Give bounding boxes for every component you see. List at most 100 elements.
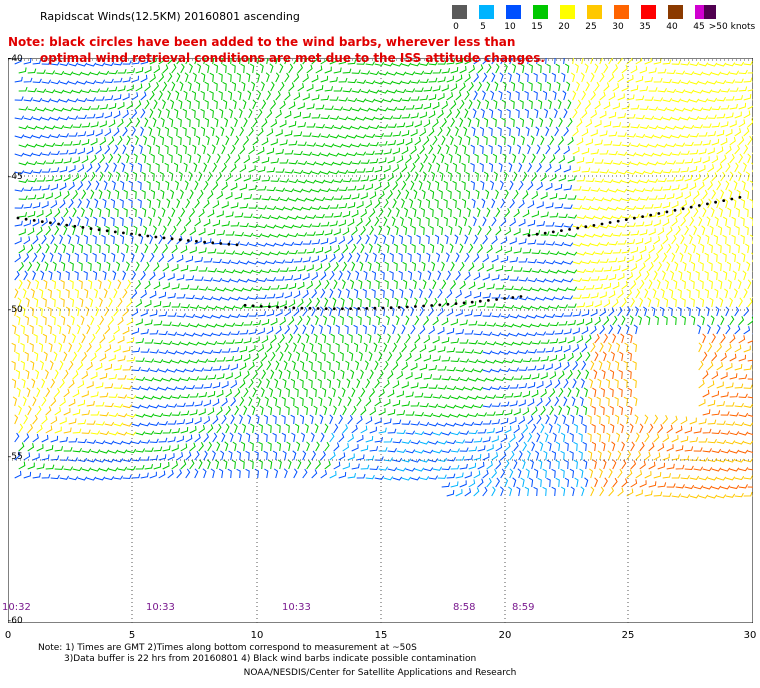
wind-barb bbox=[276, 441, 282, 452]
wind-barb bbox=[221, 162, 227, 173]
wind-barb bbox=[491, 452, 499, 461]
wind-barb bbox=[401, 80, 412, 85]
wind-barb bbox=[360, 142, 371, 147]
wind-barb bbox=[477, 225, 482, 236]
wind-barb bbox=[135, 413, 146, 418]
wind-barb bbox=[33, 297, 39, 308]
wind-barb bbox=[105, 225, 110, 236]
wind-barb bbox=[86, 361, 93, 371]
wind-barb bbox=[150, 171, 155, 182]
wind-barb bbox=[234, 212, 244, 218]
wind-barb bbox=[86, 146, 94, 155]
wind-barb bbox=[47, 288, 52, 299]
wind-barb bbox=[149, 271, 156, 281]
wind-barb bbox=[684, 484, 695, 490]
wind-barb bbox=[653, 186, 663, 191]
wind-barb bbox=[612, 232, 622, 237]
wind-barb bbox=[245, 468, 250, 479]
wind-barb bbox=[729, 449, 740, 454]
wind-barb bbox=[495, 393, 505, 399]
wind-barb bbox=[630, 143, 641, 148]
wind-barb bbox=[661, 270, 666, 281]
wind-barb bbox=[671, 252, 676, 263]
wind-barb bbox=[61, 333, 67, 344]
wind-barb bbox=[576, 335, 584, 344]
lat-label-45: -45 bbox=[8, 172, 23, 182]
wind-barb bbox=[707, 198, 712, 209]
wind-barb bbox=[108, 297, 113, 308]
wind-barb bbox=[95, 421, 105, 426]
wind-barb bbox=[209, 72, 214, 83]
wind-barb bbox=[644, 414, 649, 425]
wind-barb bbox=[287, 459, 292, 470]
wind-barb bbox=[394, 225, 399, 236]
wind-barb bbox=[148, 126, 153, 137]
wind-barb bbox=[457, 135, 463, 146]
wind-barb bbox=[144, 280, 151, 290]
wind-barb bbox=[158, 253, 165, 263]
wind-barb bbox=[627, 369, 632, 380]
wind-barb bbox=[359, 261, 364, 272]
wind-barb bbox=[716, 130, 725, 137]
wind-barb bbox=[545, 347, 554, 353]
wind-barb bbox=[216, 191, 224, 200]
wind-barb bbox=[333, 143, 344, 148]
wind-barb bbox=[673, 279, 678, 290]
wind-barb bbox=[497, 144, 502, 155]
wind-barb bbox=[725, 129, 733, 137]
wind-barb bbox=[149, 108, 154, 119]
wind-barb bbox=[666, 424, 673, 434]
wind-barb bbox=[27, 161, 38, 166]
wind-barb bbox=[243, 370, 250, 380]
wind-barb bbox=[351, 160, 362, 165]
wind-barb bbox=[399, 216, 404, 227]
wind-barb bbox=[518, 366, 528, 371]
wind-barb bbox=[574, 405, 579, 416]
wind-barb bbox=[18, 67, 27, 74]
wind-barb bbox=[365, 234, 370, 245]
wind-barb bbox=[501, 117, 506, 128]
wind-barb bbox=[614, 396, 619, 407]
wind-barb bbox=[243, 232, 254, 237]
wind-barb bbox=[171, 63, 177, 74]
wind-barb bbox=[488, 126, 493, 137]
wind-barb bbox=[689, 456, 699, 461]
wind-barb bbox=[468, 99, 473, 110]
wind-barb bbox=[751, 162, 753, 173]
wind-barb bbox=[612, 265, 621, 272]
wind-barb bbox=[612, 179, 623, 184]
wind-barb bbox=[564, 63, 570, 74]
wind-barb bbox=[283, 468, 288, 479]
wind-barb bbox=[162, 81, 168, 92]
wind-barb bbox=[338, 169, 349, 174]
wind-barb bbox=[734, 344, 742, 353]
wind-barb bbox=[410, 79, 421, 84]
wind-barb bbox=[612, 315, 618, 326]
wind-barb bbox=[605, 396, 610, 407]
wind-barb bbox=[486, 81, 491, 92]
wind-barb bbox=[200, 126, 206, 137]
wind-barb bbox=[680, 216, 686, 227]
wind-barb bbox=[32, 453, 40, 461]
wind-barb bbox=[554, 296, 565, 301]
wind-barb bbox=[191, 90, 197, 101]
wind-barb bbox=[475, 117, 480, 128]
wind-barb bbox=[302, 93, 310, 101]
wind-barb bbox=[288, 316, 295, 326]
wind-barb bbox=[95, 382, 104, 389]
wind-barb bbox=[144, 82, 151, 92]
wind-barb bbox=[477, 302, 487, 308]
wind-barb bbox=[425, 198, 431, 209]
wind-barb bbox=[726, 261, 732, 272]
wind-barb bbox=[630, 161, 641, 166]
wind-barb bbox=[621, 142, 632, 147]
wind-barb bbox=[333, 67, 342, 74]
wind-barb bbox=[189, 207, 195, 218]
wind-barb bbox=[120, 252, 125, 263]
wind-barb bbox=[76, 216, 81, 227]
wind-barb bbox=[392, 147, 400, 155]
legend-label-5: 25 bbox=[585, 22, 597, 32]
wind-barb bbox=[558, 136, 564, 146]
wind-barb bbox=[720, 411, 730, 416]
wind-barb bbox=[551, 72, 556, 83]
